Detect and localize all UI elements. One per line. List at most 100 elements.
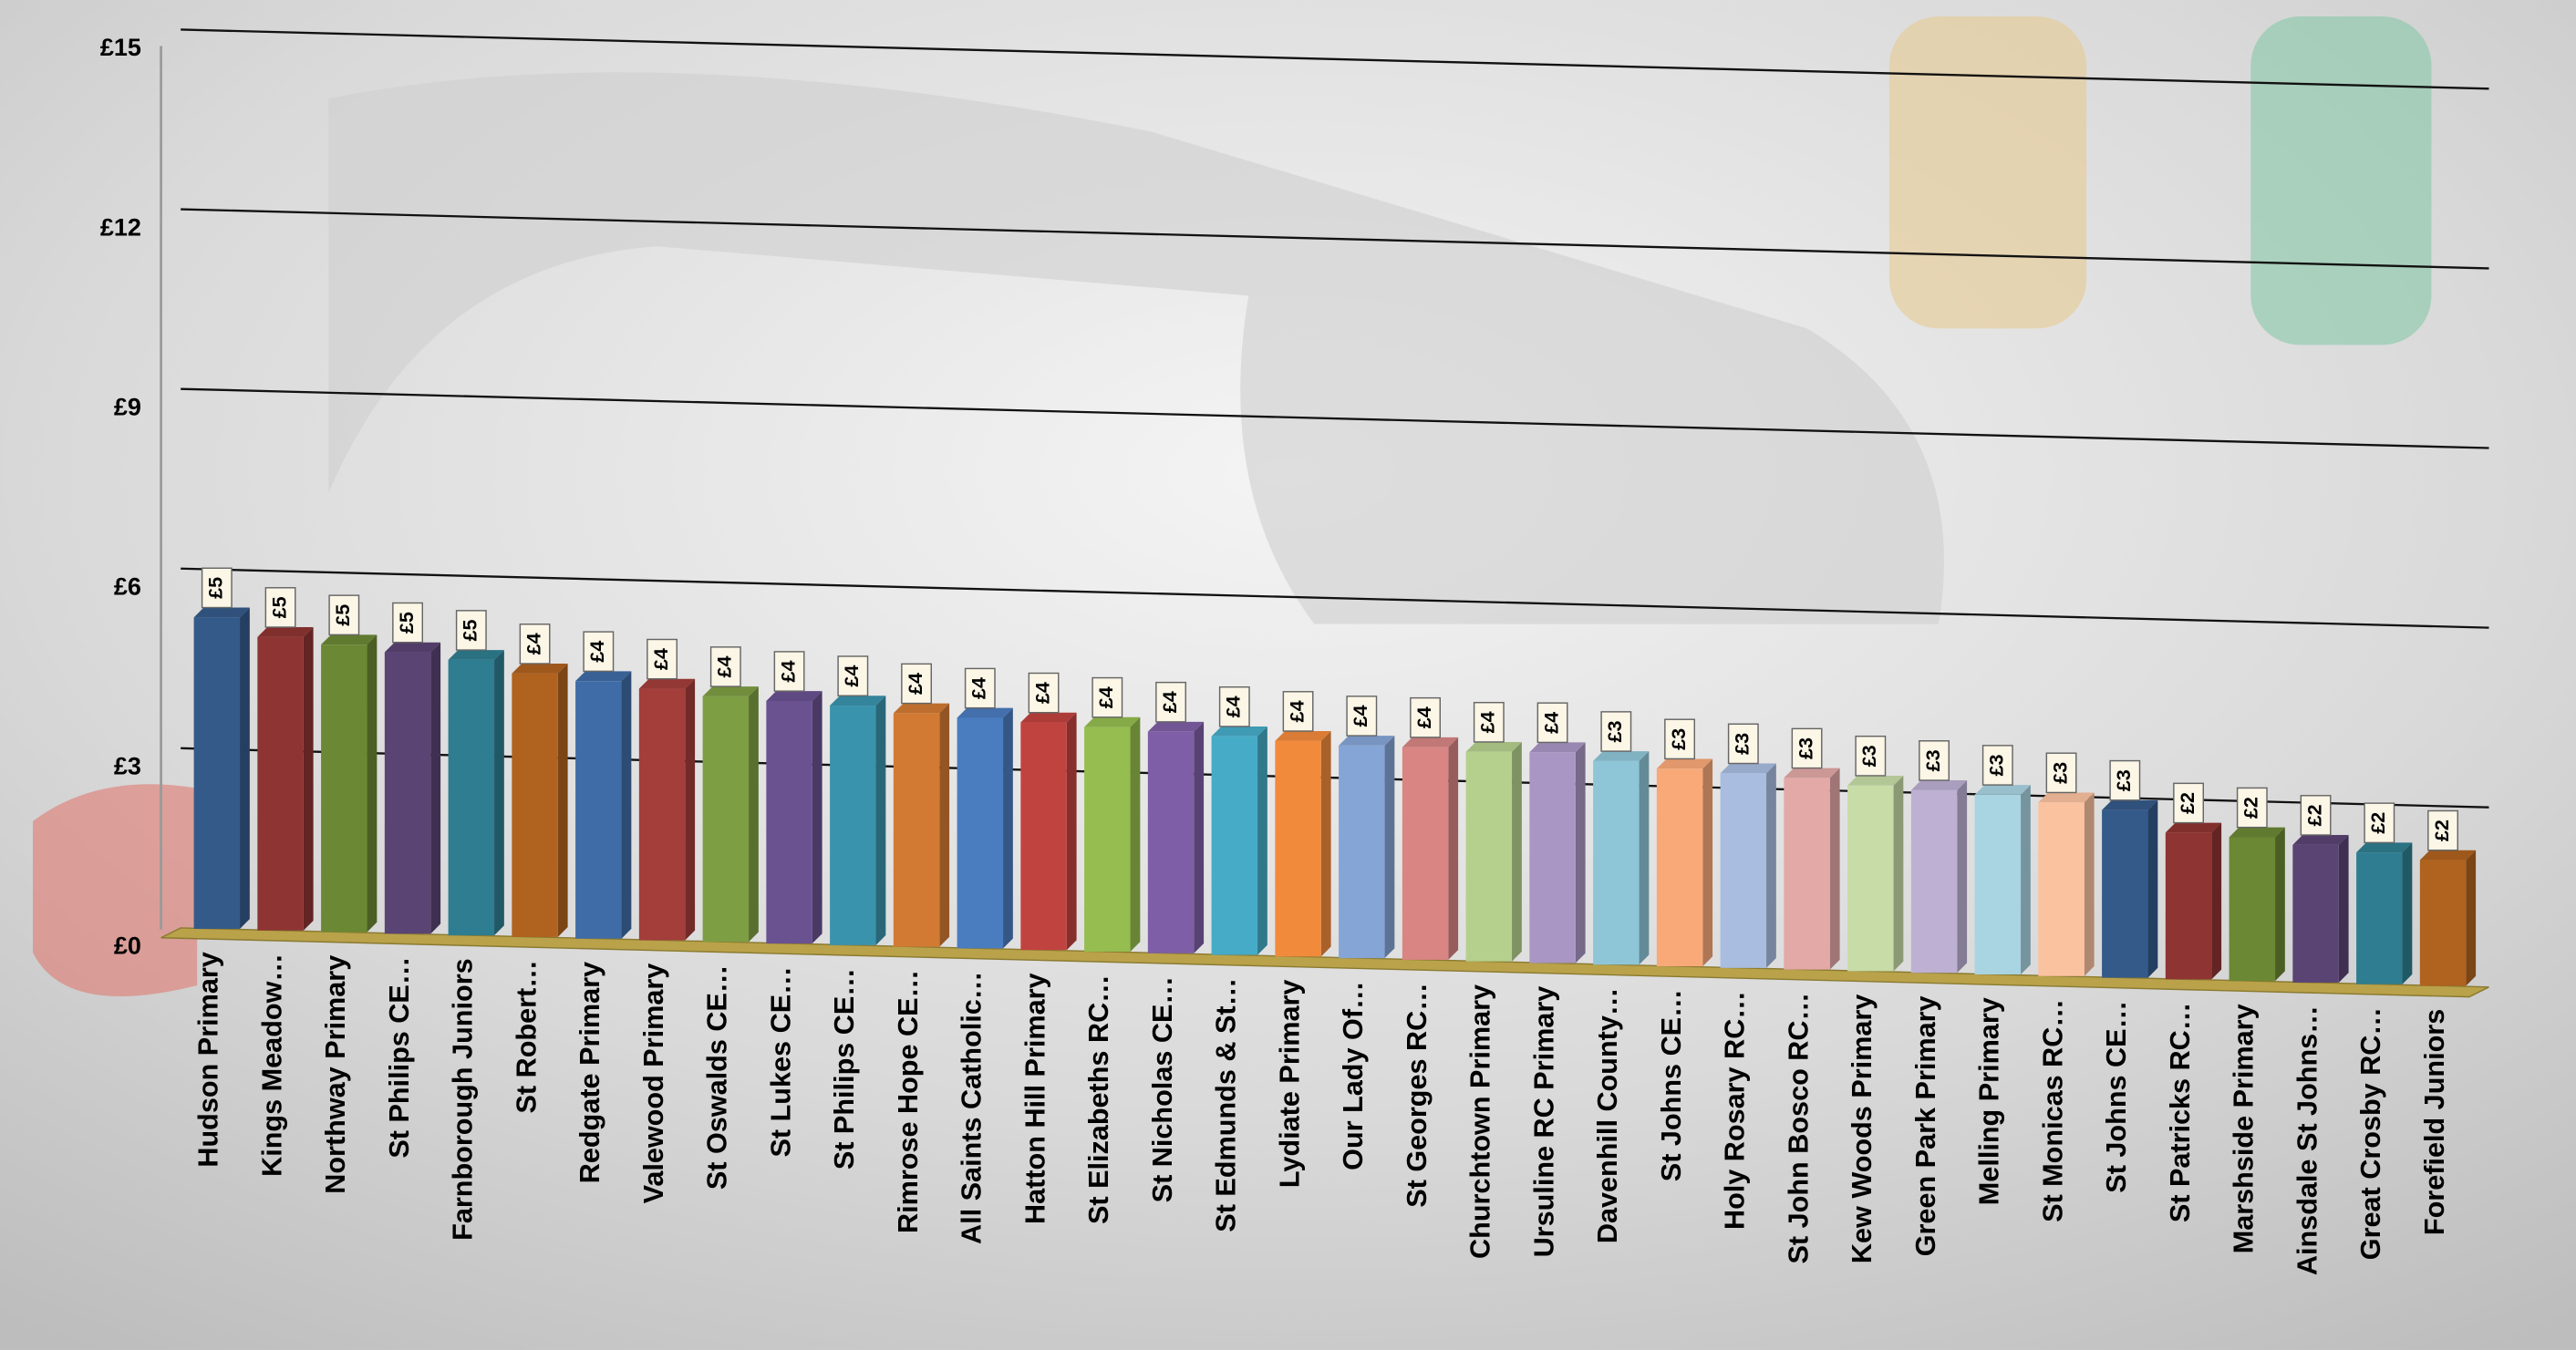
bar-side — [1320, 731, 1331, 957]
y-tick-label: £6 — [114, 573, 141, 601]
value-label-box — [1664, 718, 1696, 760]
x-tick-label: Marshside Primary — [2229, 1004, 2260, 1253]
bar-group — [1020, 712, 1077, 951]
y-tick-label: £12 — [100, 213, 141, 241]
bar-side — [621, 671, 632, 939]
bar-group — [1720, 763, 1776, 968]
x-tick-label: Green Park Primary — [1910, 995, 1941, 1256]
bar-group — [1784, 768, 1840, 970]
bar-side — [240, 607, 250, 929]
bar-group — [1402, 737, 1459, 960]
bar-top — [2038, 792, 2095, 803]
value-label-box — [519, 623, 551, 665]
value-label: £4 — [1094, 686, 1117, 708]
grid-line — [181, 567, 2489, 629]
value-label-box — [1346, 696, 1378, 737]
x-tick-label: Hatton Hill Primary — [1019, 973, 1050, 1224]
bar-top — [1656, 758, 1713, 769]
bar — [1465, 751, 1513, 962]
x-tick-label: Kings Meadow… — [256, 953, 287, 1177]
bar — [766, 700, 812, 944]
bar — [2419, 860, 2467, 986]
bar-top — [1275, 731, 1331, 741]
x-tick-label: All Saints Catholic… — [957, 972, 988, 1244]
value-label-box — [583, 631, 615, 673]
bar-group — [575, 671, 632, 939]
bar-group — [766, 691, 822, 944]
value-label-box — [455, 610, 487, 651]
bar-side — [2147, 799, 2158, 978]
bar-group — [638, 678, 696, 941]
bar-top — [1020, 712, 1077, 723]
value-label-box — [837, 655, 869, 696]
bar — [2165, 832, 2212, 980]
bar-top — [1910, 780, 1968, 790]
value-label-box — [1282, 691, 1314, 732]
bar-side — [1194, 721, 1205, 953]
bar — [575, 681, 622, 939]
value-label: £4 — [1222, 696, 1245, 717]
bar-group — [1084, 716, 1141, 952]
value-label: £3 — [1921, 749, 1944, 771]
bar-group — [702, 686, 759, 943]
value-label: £4 — [522, 633, 544, 654]
bar-side — [1257, 726, 1267, 955]
bar — [321, 644, 367, 933]
bar-top — [193, 607, 250, 618]
bar-top — [1465, 741, 1522, 752]
value-label: £3 — [1731, 733, 1754, 755]
value-label-box — [328, 594, 360, 636]
value-label: £4 — [713, 655, 736, 677]
bar — [1720, 773, 1767, 968]
bar-group — [2102, 799, 2158, 978]
bar — [2102, 809, 2148, 978]
bar-top — [830, 696, 886, 706]
x-tick-label: Redgate Primary — [574, 962, 605, 1183]
x-tick-label: Lydiate Primary — [1274, 980, 1305, 1189]
bar-group — [384, 642, 441, 934]
value-label: £2 — [2240, 797, 2262, 819]
bar-top — [1211, 726, 1267, 737]
bar-group — [1910, 780, 1968, 974]
bar-side — [430, 642, 441, 934]
bar-top — [2102, 799, 2158, 810]
phone-shape — [328, 72, 1944, 624]
value-label-box — [1600, 711, 1632, 752]
bar — [1847, 785, 1894, 972]
bar-side — [1893, 775, 1904, 972]
bar-side — [2338, 835, 2349, 983]
x-tick-label: Our Lady Of… — [1338, 981, 1369, 1170]
value-label-box — [647, 638, 678, 680]
bar-group — [1529, 742, 1586, 964]
bar-top — [2229, 827, 2285, 838]
bar-group — [957, 707, 1013, 949]
value-label: £4 — [840, 665, 863, 687]
bar-side — [875, 696, 886, 945]
value-label: £3 — [1667, 728, 1690, 750]
value-label: £4 — [1158, 691, 1181, 713]
x-tick-label: Forefield Juniors — [2419, 1009, 2450, 1235]
bar-group — [321, 634, 378, 933]
value-label: £4 — [1412, 706, 1435, 728]
bar — [957, 717, 1004, 949]
bar-top — [1974, 785, 2031, 795]
cable-shape — [33, 784, 198, 997]
value-label: £3 — [1794, 737, 1816, 759]
grid-line — [181, 387, 2489, 449]
bar-group — [1339, 736, 1395, 959]
bar — [830, 706, 876, 945]
value-label-box — [1473, 701, 1505, 743]
bar-top — [2165, 822, 2222, 833]
bar-top — [1720, 763, 1776, 774]
value-label-box — [1536, 702, 1568, 744]
value-label-box — [2364, 802, 2395, 844]
bar-top — [1529, 742, 1586, 753]
value-label: £4 — [1030, 682, 1053, 704]
x-tick-label: St Johns CE… — [1656, 989, 1687, 1181]
y-tick-label: £9 — [114, 393, 141, 420]
bar-top — [2292, 835, 2349, 845]
bar-group — [2165, 822, 2222, 980]
x-tick-label: St Johns CE… — [2101, 1001, 2132, 1193]
bar — [2038, 802, 2085, 976]
bar-side — [1766, 763, 1776, 968]
